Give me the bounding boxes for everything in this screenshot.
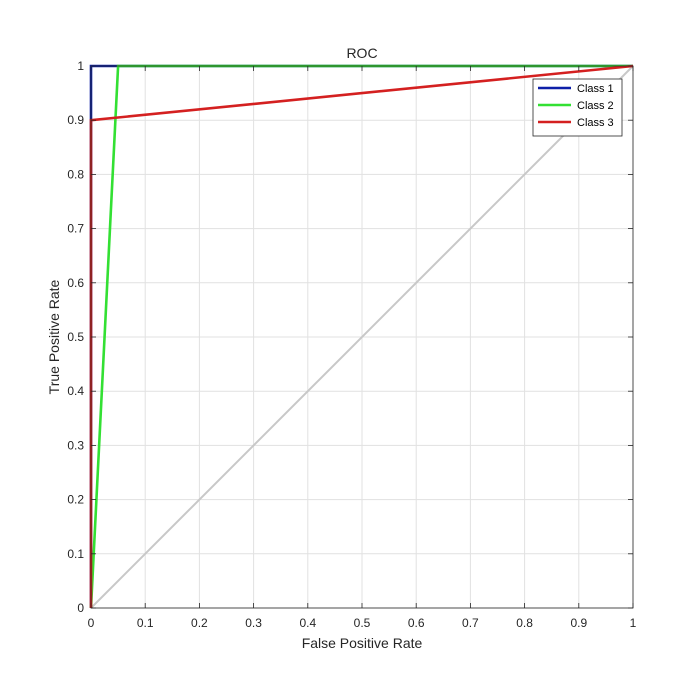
x-tick-label: 0.1 bbox=[137, 616, 154, 630]
chart-title: ROC bbox=[346, 45, 377, 61]
x-tick-label: 0.5 bbox=[354, 616, 371, 630]
legend-label: Class 2 bbox=[577, 100, 614, 112]
legend-label: Class 3 bbox=[577, 117, 614, 129]
diagonal-reference-line bbox=[90, 65, 634, 609]
y-axis-label: True Positive Rate bbox=[46, 279, 62, 394]
y-tick-label: 0 bbox=[77, 601, 84, 615]
x-tick-label: 0.7 bbox=[462, 616, 479, 630]
reference-layer bbox=[90, 65, 634, 609]
x-tick-label: 1 bbox=[630, 616, 637, 630]
tick-layer bbox=[90, 65, 634, 609]
legend-label: Class 1 bbox=[577, 83, 614, 95]
y-tick-label: 0.5 bbox=[67, 330, 84, 344]
x-tick-labels: 0 0.1 0.2 0.3 0.4 0.5 0.6 0.7 0.8 0.9 1 bbox=[88, 616, 637, 630]
x-tick-label: 0.4 bbox=[299, 616, 316, 630]
y-tick-label: 0.1 bbox=[67, 547, 84, 561]
x-tick-label: 0.2 bbox=[191, 616, 208, 630]
y-tick-label: 0.9 bbox=[67, 113, 84, 127]
x-tick-label: 0.9 bbox=[570, 616, 587, 630]
x-tick-label: 0.6 bbox=[408, 616, 425, 630]
x-tick-label: 0 bbox=[88, 616, 95, 630]
y-tick-label: 0.8 bbox=[67, 167, 84, 181]
x-axis-label: False Positive Rate bbox=[302, 635, 423, 651]
y-tick-label: 0.2 bbox=[67, 493, 84, 507]
y-tick-label: 1 bbox=[77, 59, 84, 73]
y-tick-label: 0.3 bbox=[67, 438, 84, 452]
legend: Class 1 Class 2 Class 3 bbox=[532, 78, 623, 137]
y-tick-label: 0.4 bbox=[67, 384, 84, 398]
x-tick-label: 0.3 bbox=[245, 616, 262, 630]
y-tick-labels: 0 0.1 0.2 0.3 0.4 0.5 0.6 0.7 0.8 0.9 1 bbox=[67, 59, 84, 615]
y-tick-label: 0.6 bbox=[67, 276, 84, 290]
x-tick-label: 0.8 bbox=[516, 616, 533, 630]
y-tick-label: 0.7 bbox=[67, 222, 84, 236]
